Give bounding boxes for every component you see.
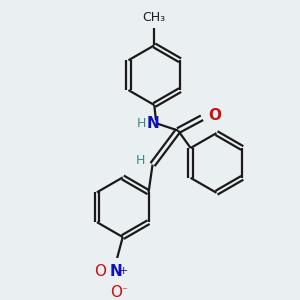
Text: H: H [137, 117, 147, 130]
Text: ⁻: ⁻ [122, 286, 128, 296]
Text: N: N [146, 116, 159, 131]
Text: N: N [110, 264, 122, 279]
Text: O: O [110, 285, 122, 300]
Text: O: O [208, 108, 221, 123]
Text: O: O [94, 264, 106, 279]
Text: H: H [136, 154, 145, 167]
Text: +: + [119, 266, 128, 276]
Text: CH₃: CH₃ [143, 11, 166, 24]
